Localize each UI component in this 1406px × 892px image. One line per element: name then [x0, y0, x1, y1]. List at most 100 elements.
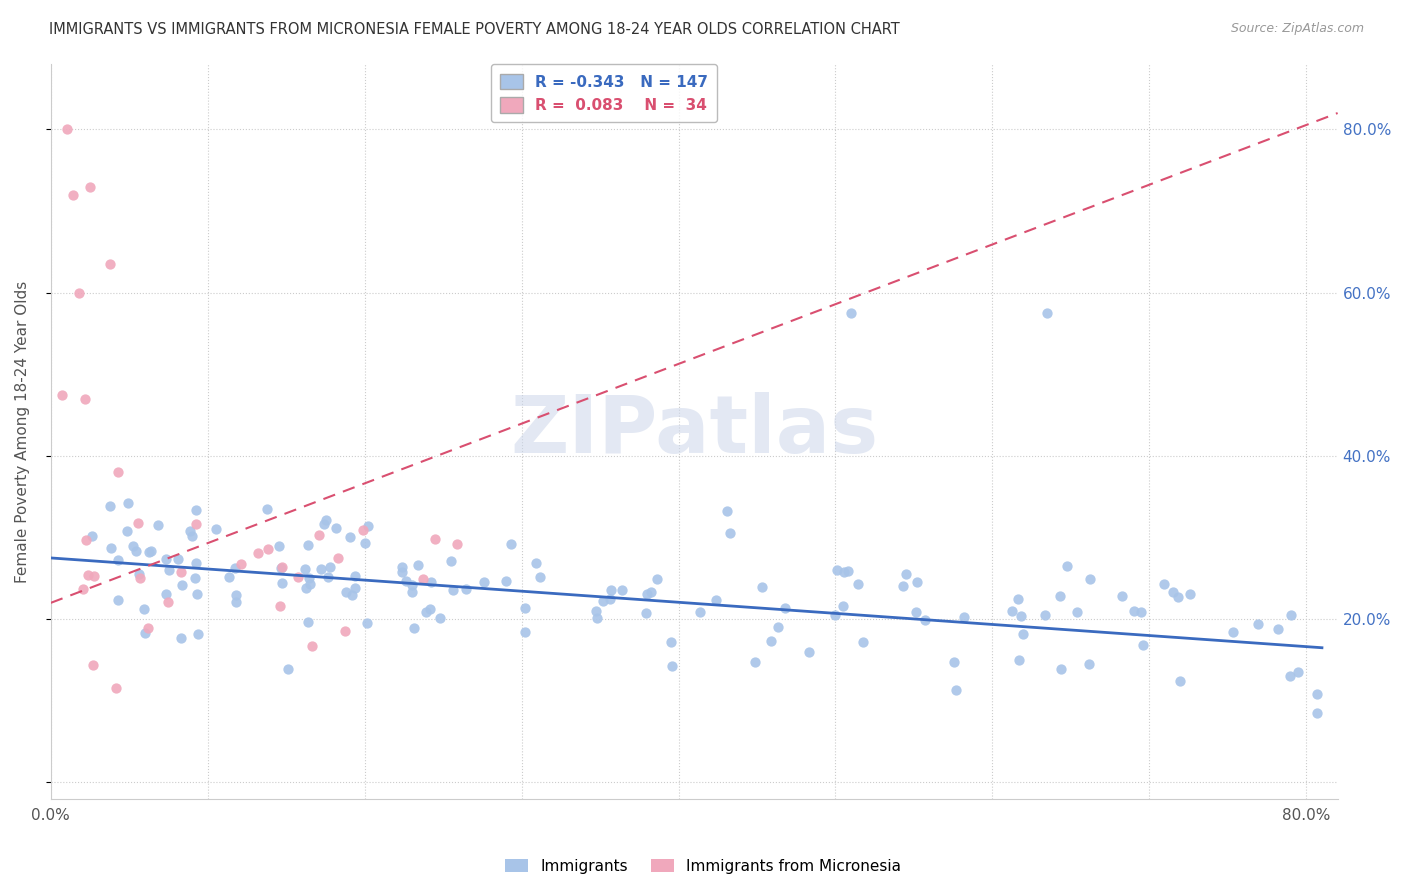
Legend: R = -0.343   N = 147, R =  0.083    N =  34: R = -0.343 N = 147, R = 0.083 N = 34	[491, 64, 717, 122]
Point	[301, 639, 323, 653]
Point	[1078, 572, 1101, 586]
Point	[352, 523, 374, 537]
Point	[1010, 609, 1032, 624]
Point	[179, 524, 201, 539]
Point	[100, 541, 122, 555]
Point	[340, 588, 363, 602]
Point	[592, 594, 614, 608]
Point	[718, 525, 741, 540]
Point	[1007, 653, 1029, 667]
Point	[848, 577, 870, 591]
Point	[797, 645, 820, 659]
Point	[312, 516, 335, 531]
Point	[395, 574, 418, 589]
Point	[423, 532, 446, 546]
Point	[127, 516, 149, 530]
Point	[825, 563, 848, 577]
Point	[472, 574, 495, 589]
Point	[1168, 674, 1191, 689]
Point	[456, 582, 478, 597]
Point	[294, 562, 316, 576]
Point	[186, 587, 208, 601]
Legend: Immigrants, Immigrants from Micronesia: Immigrants, Immigrants from Micronesia	[499, 853, 907, 880]
Point	[308, 528, 330, 542]
Point	[645, 572, 668, 586]
Point	[146, 517, 169, 532]
Point	[343, 569, 366, 583]
Point	[316, 570, 339, 584]
Point	[415, 605, 437, 619]
Y-axis label: Female Poverty Among 18-24 Year Olds: Female Poverty Among 18-24 Year Olds	[15, 280, 30, 582]
Point	[1167, 590, 1189, 604]
Point	[1035, 607, 1057, 622]
Point	[585, 604, 607, 618]
Point	[139, 544, 162, 558]
Point	[1180, 587, 1202, 601]
Point	[187, 627, 209, 641]
Point	[100, 257, 122, 271]
Point	[204, 522, 226, 536]
Point	[354, 536, 377, 550]
Point	[55, 122, 77, 136]
Point	[136, 621, 159, 635]
Point	[184, 556, 207, 570]
Point	[501, 536, 523, 550]
Point	[1111, 589, 1133, 603]
Point	[169, 566, 191, 580]
Point	[839, 306, 862, 320]
Point	[184, 502, 207, 516]
Point	[256, 541, 278, 556]
Point	[852, 635, 875, 649]
Point	[156, 595, 179, 609]
Point	[122, 539, 145, 553]
Point	[744, 656, 766, 670]
Point	[319, 559, 342, 574]
Point	[107, 465, 129, 479]
Point	[335, 584, 357, 599]
Point	[184, 516, 207, 531]
Point	[716, 503, 738, 517]
Point	[225, 595, 247, 609]
Point	[271, 575, 294, 590]
Point	[1132, 639, 1154, 653]
Point	[107, 552, 129, 566]
Point	[326, 551, 349, 566]
Point	[325, 520, 347, 534]
Point	[343, 581, 366, 595]
Point	[1049, 662, 1071, 676]
Point	[766, 620, 789, 634]
Point	[270, 561, 292, 575]
Point	[72, 582, 94, 596]
Point	[1305, 706, 1327, 720]
Point	[339, 530, 361, 544]
Point	[134, 626, 156, 640]
Point	[446, 537, 468, 551]
Point	[599, 583, 621, 598]
Point	[586, 611, 609, 625]
Point	[297, 615, 319, 630]
Point	[894, 567, 917, 582]
Point	[277, 662, 299, 676]
Point	[891, 579, 914, 593]
Point	[82, 658, 104, 673]
Point	[256, 501, 278, 516]
Point	[391, 559, 413, 574]
Text: ZIPatlas: ZIPatlas	[510, 392, 879, 470]
Point	[107, 592, 129, 607]
Point	[831, 599, 853, 613]
Point	[440, 554, 463, 568]
Point	[401, 585, 423, 599]
Point	[225, 588, 247, 602]
Point	[832, 565, 855, 579]
Point	[661, 659, 683, 673]
Point	[170, 578, 193, 592]
Point	[67, 285, 90, 300]
Point	[224, 561, 246, 575]
Point	[1049, 589, 1071, 603]
Point	[1286, 665, 1309, 680]
Point	[1077, 657, 1099, 671]
Point	[945, 683, 967, 698]
Point	[419, 602, 441, 616]
Point	[117, 496, 139, 510]
Point	[599, 592, 621, 607]
